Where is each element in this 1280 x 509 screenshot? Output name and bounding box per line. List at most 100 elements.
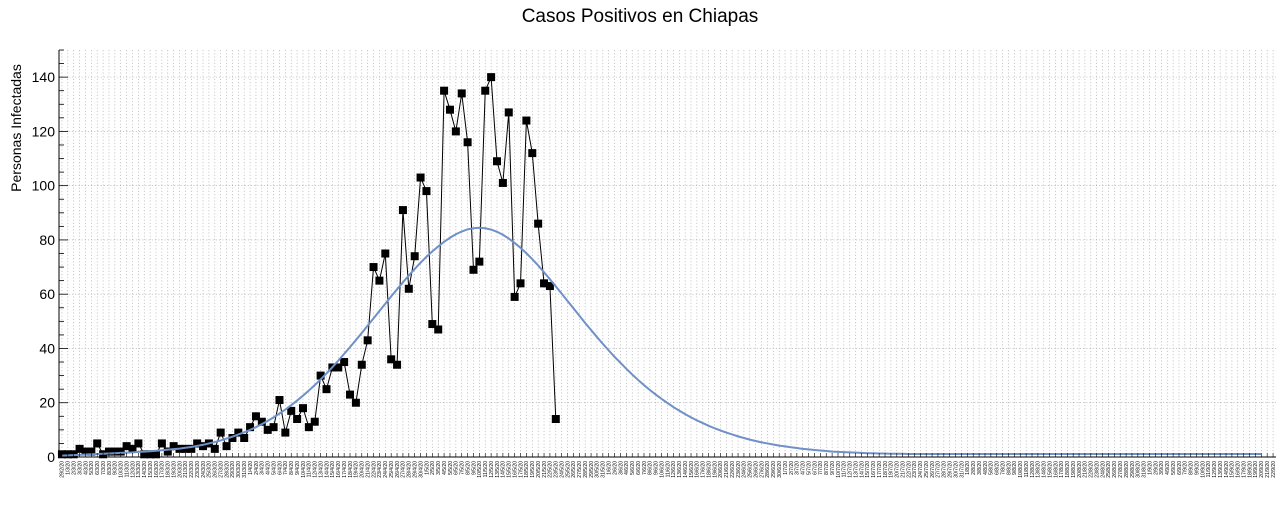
x-tick-label: 15/8/20	[1047, 461, 1053, 478]
data-point-marker	[487, 73, 496, 82]
x-tick-label: 20/7/20	[895, 461, 901, 478]
x-tick-label: 6/4/20	[277, 461, 283, 475]
x-tick-label: 1/8/20	[965, 461, 971, 475]
data-point-marker	[240, 434, 249, 443]
x-tick-label: 2/6/20	[612, 461, 618, 475]
x-tick-label: 13/8/20	[1036, 461, 1042, 478]
x-tick-label: 13/5/20	[495, 461, 501, 478]
x-tick-label: 8/7/20	[824, 461, 830, 475]
x-tick-label: 8/9/20	[1189, 461, 1195, 475]
x-tick-label: 29/6/20	[771, 461, 777, 478]
x-tick-label: 11/9/20	[1206, 461, 1212, 478]
data-point-marker	[93, 439, 102, 448]
x-tick-label: 7/7/20	[818, 461, 824, 475]
x-tick-label: 26/8/20	[1112, 461, 1118, 478]
x-tick-label: 1/5/20	[424, 461, 430, 475]
data-point-marker	[528, 149, 537, 158]
x-tick-label: 29/4/20	[412, 461, 418, 478]
x-tick-label: 5/3/20	[89, 461, 95, 475]
x-tick-label: 23/4/20	[377, 461, 383, 478]
x-tick-label: 14/6/20	[683, 461, 689, 478]
data-point-marker	[369, 263, 378, 272]
x-tick-label: 9/9/20	[1194, 461, 1200, 475]
x-tick-label: 25/7/20	[924, 461, 930, 478]
x-tick-label: 15/9/20	[1230, 461, 1236, 478]
x-tick-label: 25/5/20	[565, 461, 571, 478]
x-tick-label: 14/7/20	[859, 461, 865, 478]
x-tick-label: 18/8/20	[1065, 461, 1071, 478]
x-tick-label: 2/7/20	[789, 461, 795, 475]
data-point-marker	[293, 415, 302, 424]
x-tick-label: 15/5/20	[507, 461, 513, 478]
x-tick-label: 18/5/20	[524, 461, 530, 478]
x-tick-label: 3/8/20	[977, 461, 983, 475]
x-tick-label: 31/5/20	[601, 461, 607, 478]
data-point-marker	[298, 404, 307, 413]
x-tick-label: 18/3/20	[166, 461, 172, 478]
x-tick-label: 5/5/20	[448, 461, 454, 475]
x-tick-label: 21/6/20	[724, 461, 730, 478]
x-tick-label: 29/2/20	[60, 461, 66, 478]
x-tick-label: 11/4/20	[307, 461, 313, 478]
x-tick-label: 27/5/20	[577, 461, 583, 478]
data-point-marker	[287, 406, 296, 415]
x-tick-label: 23/5/20	[554, 461, 560, 478]
data-point-marker	[440, 86, 449, 95]
x-tick-label: 15/6/20	[689, 461, 695, 478]
x-tick-label: 22/7/20	[906, 461, 912, 478]
data-point-marker	[246, 423, 255, 432]
x-tick-label: 28/5/20	[583, 461, 589, 478]
x-tick-label: 21/9/20	[1265, 461, 1271, 478]
x-tick-label: 19/6/20	[712, 461, 718, 478]
data-point-marker	[269, 423, 278, 432]
x-tick-label: 9/4/20	[295, 461, 301, 475]
y-tick-label: 60	[39, 286, 55, 302]
x-tick-label: 25/4/20	[389, 461, 395, 478]
x-tick-label: 4/6/20	[624, 461, 630, 475]
x-tick-label: 11/3/20	[124, 461, 130, 478]
x-tick-label: 10/3/20	[119, 461, 125, 478]
data-point-marker	[516, 279, 525, 288]
x-tick-label: 12/6/20	[671, 461, 677, 478]
x-tick-label: 2/5/20	[430, 461, 436, 475]
data-point-marker	[498, 178, 507, 187]
x-tick-label: 20/5/20	[536, 461, 542, 478]
data-point-marker	[134, 439, 143, 448]
data-point-marker	[428, 320, 437, 329]
x-tick-label: 16/4/20	[336, 461, 342, 478]
x-tick-label: 30/8/20	[1136, 461, 1142, 478]
x-tick-label: 31/3/20	[242, 461, 248, 478]
x-tick-label: 17/7/20	[877, 461, 883, 478]
x-tick-label: 20/9/20	[1259, 461, 1265, 478]
data-point-marker	[545, 282, 554, 291]
data-point-marker	[87, 447, 96, 456]
x-tick-label: 4/4/20	[266, 461, 272, 475]
x-tick-label: 4/8/20	[983, 461, 989, 475]
x-tick-label: 30/4/20	[418, 461, 424, 478]
data-point-marker	[410, 252, 419, 261]
y-tick-label: 140	[32, 69, 56, 85]
x-tick-label: 21/3/20	[183, 461, 189, 478]
data-point-marker	[445, 105, 454, 114]
data-point-marker	[251, 412, 260, 421]
x-tick-label: 6/9/20	[1177, 461, 1183, 475]
data-point-marker	[163, 447, 172, 456]
x-tick-label: 7/8/20	[1000, 461, 1006, 475]
x-tick-label: 20/8/20	[1077, 461, 1083, 478]
x-tick-label: 24/8/20	[1100, 461, 1106, 478]
data-point-marker	[263, 425, 272, 434]
x-tick-label: 5/6/20	[630, 461, 636, 475]
grid	[59, 50, 1276, 457]
x-tick-label: 2/8/20	[971, 461, 977, 475]
data-point-marker	[375, 276, 384, 285]
data-point-marker	[393, 360, 402, 369]
x-tick-label: 7/3/20	[101, 461, 107, 475]
x-tick-label: 4/3/20	[83, 461, 89, 475]
x-tick-label: 23/8/20	[1094, 461, 1100, 478]
x-tick-label: 18/9/20	[1247, 461, 1253, 478]
x-tick-label: 11/7/20	[842, 461, 848, 478]
x-tick-label: 8/8/20	[1006, 461, 1012, 475]
data-point-marker	[181, 444, 190, 453]
x-tick-label: 17/9/20	[1241, 461, 1247, 478]
x-tick-label: 29/8/20	[1130, 461, 1136, 478]
